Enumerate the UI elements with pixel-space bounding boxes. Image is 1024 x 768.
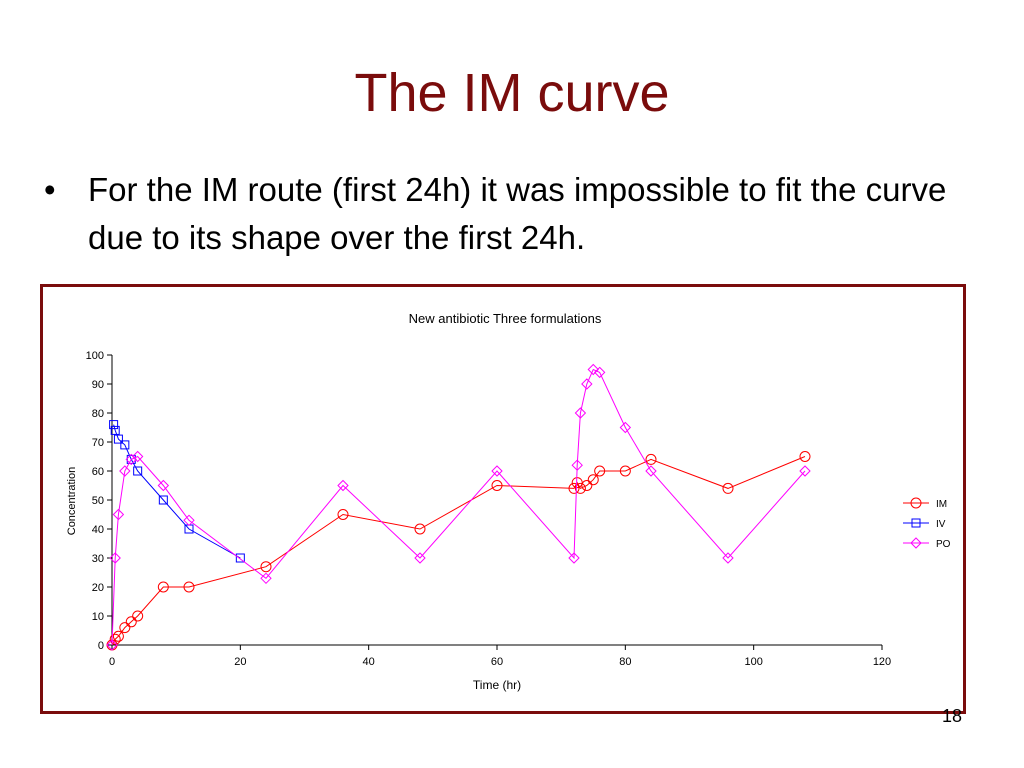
series-line-iv	[113, 424, 241, 559]
data-point-iv	[235, 553, 245, 563]
series-iv	[109, 420, 245, 563]
data-point-iv	[109, 420, 119, 430]
y-tick-label: 50	[92, 495, 104, 507]
chart-frame: New antibiotic Three formulations 0 20 40 6…	[40, 284, 966, 714]
data-point-iv	[113, 434, 123, 444]
data-point-po	[260, 572, 272, 585]
y-tick-label: 0	[98, 640, 104, 652]
data-point-im	[260, 561, 272, 573]
data-point-po	[587, 363, 599, 376]
data-point-po	[568, 552, 580, 564]
data-point-po	[491, 465, 503, 477]
x-tick-label: 60	[491, 656, 503, 668]
data-point-po	[112, 508, 125, 521]
data-point-po	[183, 514, 195, 527]
y-tick-label: 60	[92, 466, 104, 478]
y-tick-label: 90	[92, 379, 104, 391]
chart-title: New antibiotic Three formulations	[409, 311, 602, 326]
data-point-iv	[110, 425, 120, 435]
data-point-im	[414, 523, 426, 535]
data-point-iv	[133, 466, 143, 476]
data-point-im	[119, 622, 131, 634]
data-point-im	[587, 474, 599, 486]
y-tick-label: 40	[92, 524, 104, 536]
data-point-po	[109, 552, 121, 564]
data-point-po	[131, 450, 144, 463]
data-point-im	[491, 480, 503, 491]
x-tick-label: 120	[873, 656, 891, 668]
slide-number: 18	[941, 706, 962, 726]
x-tick-label: 0	[109, 656, 115, 668]
data-point-po	[119, 465, 131, 477]
legend-marker-iv	[911, 518, 921, 528]
x-tick-label: 100	[744, 656, 762, 668]
legend-label-po: PO	[936, 539, 951, 550]
data-point-po	[157, 479, 170, 492]
data-point-po	[574, 407, 587, 419]
series-line-im	[111, 456, 806, 646]
legend-item-im: IM	[903, 497, 947, 510]
y-tick-label: 20	[92, 582, 104, 594]
legend-item-po: PO	[903, 537, 951, 550]
data-point-po	[722, 552, 734, 564]
data-point-im	[183, 581, 195, 593]
data-point-im	[125, 616, 137, 628]
data-point-im	[619, 465, 631, 477]
y-tick-label: 10	[92, 611, 104, 623]
data-point-po	[414, 552, 426, 564]
data-point-im	[594, 465, 606, 477]
y-tick-label: 100	[86, 350, 104, 362]
data-point-po	[619, 421, 632, 434]
data-point-im	[109, 633, 121, 645]
legend: IM IV PO	[903, 497, 951, 550]
x-tick-label: 80	[619, 656, 631, 668]
series-layer	[106, 363, 811, 651]
data-point-po	[106, 639, 118, 651]
data-point-po	[571, 459, 583, 471]
data-point-im	[132, 610, 144, 622]
legend-marker-po	[910, 537, 922, 549]
data-point-po	[581, 378, 593, 390]
data-point-po	[337, 479, 349, 492]
data-point-im	[722, 482, 734, 494]
y-tick-label: 80	[92, 408, 104, 420]
data-point-im	[581, 480, 593, 491]
data-point-po	[593, 366, 606, 379]
series-line-po	[111, 368, 806, 646]
legend-label-iv: IV	[936, 519, 946, 530]
data-point-im	[337, 509, 349, 520]
data-point-im	[112, 630, 124, 642]
y-axis-label: Concentration	[66, 467, 78, 536]
legend-item-iv: IV	[903, 518, 946, 530]
data-point-po	[799, 465, 811, 477]
y-tick-label: 30	[92, 553, 104, 565]
x-tick-label: 40	[363, 656, 375, 668]
data-point-iv	[158, 495, 168, 505]
data-point-im	[574, 482, 586, 494]
x-tick-label: 20	[234, 656, 246, 668]
slide-title: The IM curve	[354, 63, 670, 123]
series-im	[106, 451, 811, 651]
bullet-text: For the IM route (first 24h) it was impo…	[88, 171, 947, 256]
series-po	[106, 363, 811, 651]
data-point-im	[645, 453, 657, 465]
legend-marker-im	[910, 497, 922, 509]
bullet-dot: •	[44, 171, 56, 208]
data-point-po	[645, 465, 657, 477]
x-axis-label: Time (hr)	[473, 678, 521, 692]
chart: New antibiotic Three formulations 0 20 40 6…	[66, 311, 951, 692]
legend-label-im: IM	[936, 499, 947, 510]
data-point-im	[568, 482, 580, 494]
data-point-iv	[120, 440, 130, 450]
data-point-im	[799, 451, 811, 462]
y-tick-label: 70	[92, 437, 104, 449]
y-ticks: 0 10 20 30 40 50 60 70 80 90 100	[86, 350, 112, 652]
x-ticks: 0 20 40 60 80 100 120	[109, 645, 891, 668]
data-point-im	[157, 581, 169, 593]
